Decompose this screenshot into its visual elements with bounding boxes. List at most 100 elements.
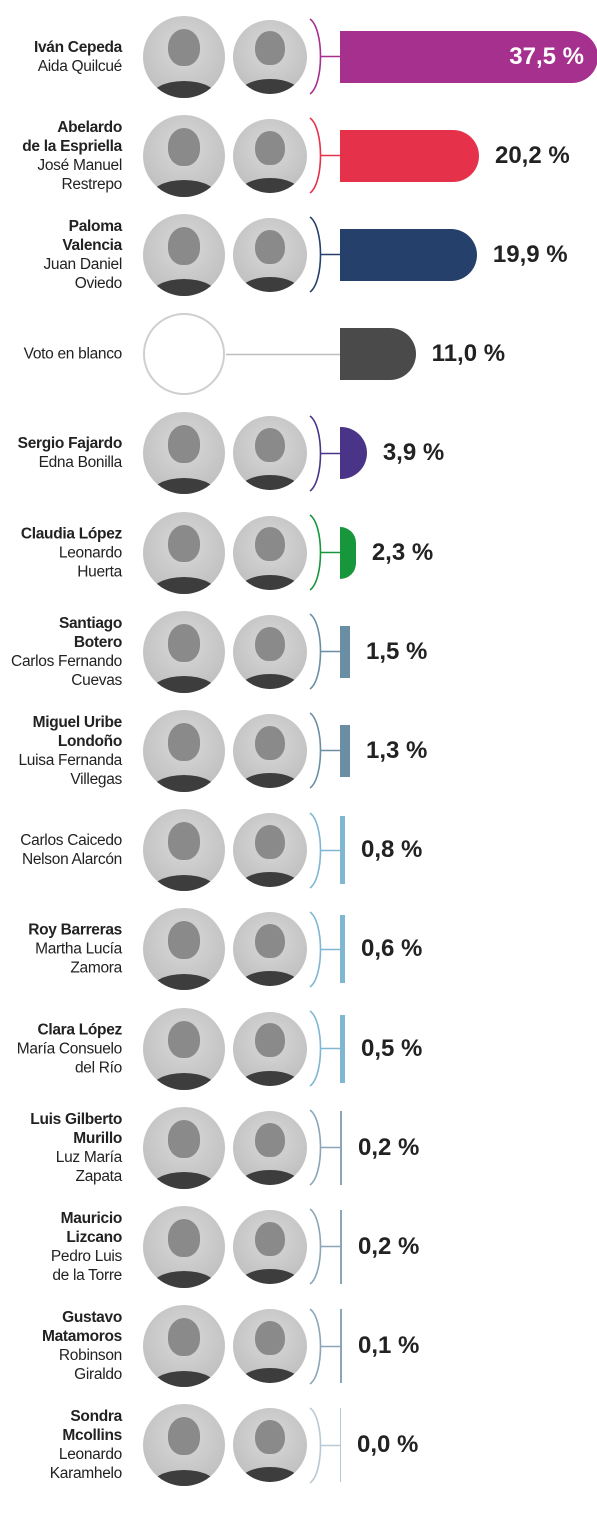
value-label: 0,2 % (358, 1133, 420, 1161)
president-name: Voto en blanco (23, 345, 123, 363)
vice-president-photo (233, 217, 307, 292)
value-label: 1,3 % (366, 736, 428, 764)
vice-president-name: Aida Quilcué (37, 57, 123, 75)
vice-president-photo (233, 118, 307, 193)
value-label: 19,9 % (492, 240, 568, 268)
candidate-names: Voto en blanco (0, 345, 123, 364)
bar (340, 816, 345, 885)
value-label: 11,0 % (431, 340, 506, 368)
vice-president-name: Martha Lucía Zamora (35, 940, 122, 977)
candidate-names: Sergio Fajardo Edna Bonilla (0, 434, 123, 472)
vice-president-photo (233, 1408, 307, 1483)
president-name: Roy Barreras (28, 921, 122, 939)
value-label: 0,2 % (358, 1232, 420, 1260)
connector-line (309, 911, 340, 988)
vice-president-photo (233, 912, 307, 987)
vice-president-photo (233, 416, 307, 491)
candidate-names: Carlos Caicedo Nelson Alarcón (0, 831, 122, 869)
value-label: 37,5 % (509, 42, 584, 70)
candidate-names: Santiago Botero Carlos Fernando Cuevas (0, 614, 122, 690)
candidate-row: Voto en blanco 11,0 % (0, 305, 597, 404)
president-photo (143, 1007, 225, 1090)
connector-line (309, 811, 340, 889)
president-name: Iván Cepeda (33, 38, 122, 56)
candidate-names: Miguel Uribe Londoño Luisa Fernanda Villega… (0, 713, 122, 789)
president-name: Luis Gilberto Murillo (30, 1110, 122, 1147)
bar (340, 915, 345, 984)
bar (340, 30, 597, 83)
president-name: Mauricio Lizcano (60, 1209, 123, 1246)
vice-president-photo (233, 515, 307, 590)
vice-president-name: José Manuel Restrepo (37, 156, 122, 193)
value-label: 0,1 % (358, 1332, 420, 1360)
vice-president-name: Leonardo Huerta (58, 544, 122, 580)
vice-president-photo (233, 1110, 307, 1185)
connector-line (309, 216, 340, 294)
value-label: 3,9 % (382, 439, 445, 467)
candidate-row: Santiago Botero Carlos Fernando Cuevas 1,5 % (0, 602, 597, 701)
president-name: Paloma Valencia (62, 217, 122, 254)
vice-president-name: Luz María Zapata (55, 1148, 123, 1185)
bar (340, 724, 350, 777)
president-name: Abelardo de la Espriella (22, 118, 122, 155)
bar (340, 1309, 342, 1384)
vice-president-name: María Consuelo del Río (16, 1040, 123, 1076)
value-label: 2,3 % (371, 538, 434, 566)
president-photo (143, 1404, 225, 1487)
connector-line (309, 1010, 340, 1087)
president-photo (143, 114, 225, 197)
vice-president-name: Edna Bonilla (38, 454, 123, 472)
president-photo (143, 213, 225, 296)
vice-president-photo (233, 1011, 307, 1086)
president-name: Claudia López (20, 525, 122, 542)
vice-president-photo (233, 813, 307, 888)
connector-line (309, 415, 340, 492)
president-photo (143, 1305, 225, 1388)
president-name: Miguel Uribe Londoño (32, 713, 123, 750)
bar (340, 328, 416, 381)
president-photo (143, 511, 225, 594)
vice-president-name: Luisa Fernanda Villegas (18, 751, 122, 788)
candidate-names: Iván Cepeda Aida Quilcué (0, 38, 122, 76)
candidate-row: Iván Cepeda Aida Quilcué 37,5 % (0, 7, 597, 106)
candidate-names: Abelardo de la Espriella José Manuel Restre… (0, 118, 122, 194)
president-name: Santiago Botero (58, 614, 122, 651)
vice-president-photo (233, 1309, 307, 1384)
candidate-row: Luis Gilberto Murillo Luz María Zapata 0,2 % (0, 1098, 597, 1197)
bar (340, 129, 479, 182)
candidate-names: Mauricio Lizcano Pedro Luis de la Torre (0, 1209, 122, 1285)
president-name: Gustavo Matamoros (42, 1309, 122, 1346)
vice-president-name: Leonardo Karamhelo (49, 1446, 123, 1483)
president-name: Carlos Caicedo (20, 832, 122, 850)
vice-president-name: Juan Daniel Oviedo (43, 255, 122, 292)
vice-president-name: Nelson Alarcón (21, 851, 122, 869)
value-label: 0,8 % (361, 836, 423, 864)
candidate-names: Gustavo Matamoros Robinson Giraldo (0, 1308, 122, 1384)
connector-line (309, 514, 340, 591)
bar (340, 1110, 342, 1185)
president-photo (143, 709, 225, 792)
value-label: 0,5 % (361, 1034, 423, 1062)
candidate-names: Luis Gilberto Murillo Luz María Zapata (0, 1110, 122, 1186)
president-photo (143, 1205, 225, 1288)
candidate-row: Roy Barreras Martha Lucía Zamora 0,6 % (0, 900, 597, 999)
president-name: Clara López (37, 1021, 122, 1038)
bar (340, 1209, 342, 1284)
candidate-row: Paloma Valencia Juan Daniel Oviedo 19,9 % (0, 205, 597, 304)
bar (340, 427, 367, 480)
candidate-row: Clara López María Consuelo del Río 0,5 % (0, 999, 597, 1098)
candidate-names: Claudia López Leonardo Huerta (0, 524, 122, 581)
value-label: 1,5 % (366, 637, 428, 665)
candidate-row: Claudia López Leonardo Huerta 2,3 % (0, 503, 597, 602)
candidate-row: Abelardo de la Espriella José Manuel Restre… (0, 106, 597, 205)
candidate-names: Sondra Mcollins Leonardo Karamhelo (0, 1407, 123, 1483)
bar (340, 228, 477, 281)
value-label: 0,0 % (357, 1431, 419, 1459)
bar (340, 1408, 341, 1483)
bar (340, 526, 356, 579)
connector-line (309, 712, 340, 790)
candidate-names: Paloma Valencia Juan Daniel Oviedo (0, 217, 122, 293)
president-photo (143, 610, 225, 693)
president-photo (143, 15, 225, 98)
